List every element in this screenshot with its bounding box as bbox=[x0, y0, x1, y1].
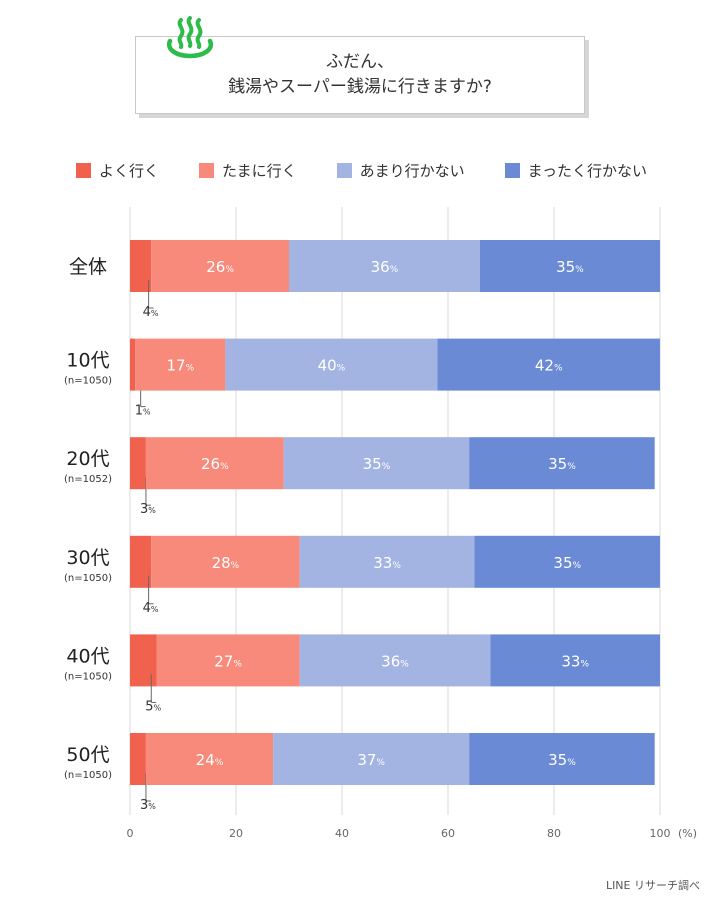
data-label: 27% bbox=[214, 652, 242, 670]
category-label: 40代 bbox=[66, 645, 109, 667]
x-tick-label: 0 bbox=[127, 827, 134, 840]
data-label: 3% bbox=[140, 798, 156, 813]
bar-segment bbox=[273, 733, 470, 785]
bar-segment bbox=[130, 240, 152, 292]
x-tick-label: 80 bbox=[547, 827, 561, 840]
legend-swatch-mattaku bbox=[504, 162, 520, 178]
data-label: 28% bbox=[212, 554, 240, 572]
bar-segment bbox=[289, 240, 480, 292]
category-sample-size: (n=1050) bbox=[64, 770, 112, 781]
legend-item-mattaku: まったく行かない bbox=[504, 160, 647, 181]
data-label: 5% bbox=[145, 699, 161, 714]
data-label: 35% bbox=[553, 554, 581, 572]
x-axis-unit-label: (%) bbox=[678, 827, 697, 840]
data-label: 17% bbox=[167, 357, 195, 375]
data-label: 42% bbox=[535, 357, 563, 375]
legend-swatch-amari bbox=[336, 162, 352, 178]
x-tick-label: 60 bbox=[441, 827, 455, 840]
data-label: 36% bbox=[371, 258, 399, 276]
bar-segment bbox=[479, 240, 660, 292]
bar-segment bbox=[469, 733, 655, 785]
bar-segment bbox=[283, 437, 470, 490]
legend-item-yoku: よく行く bbox=[76, 160, 159, 181]
data-label: 35% bbox=[363, 455, 391, 473]
data-label: 35% bbox=[548, 751, 576, 769]
data-label: 3% bbox=[140, 502, 156, 517]
bar-segment bbox=[145, 437, 284, 490]
bar-segment bbox=[130, 733, 146, 785]
data-label: 37% bbox=[357, 751, 385, 769]
legend-item-tamani: たまに行く bbox=[199, 160, 297, 181]
data-label: 1% bbox=[135, 404, 151, 419]
bar-segment bbox=[130, 535, 152, 588]
data-label: 33% bbox=[561, 652, 589, 670]
legend-label-mattaku: まったく行かない bbox=[527, 161, 647, 180]
x-tick-label: 100 bbox=[650, 827, 671, 840]
category-label: 30代 bbox=[66, 547, 109, 569]
legend-label-amari: あまり行かない bbox=[359, 161, 465, 180]
data-label: 4% bbox=[143, 305, 159, 320]
bar-segment bbox=[156, 634, 300, 687]
bar-segment bbox=[474, 535, 660, 588]
bar-segment bbox=[469, 437, 655, 490]
data-label: 40% bbox=[318, 357, 346, 375]
bar-segment bbox=[130, 437, 146, 490]
legend: よく行く たまに行く あまり行かない まったく行かない bbox=[76, 158, 676, 182]
data-label: 35% bbox=[548, 455, 576, 473]
hot-spring-icon bbox=[166, 16, 214, 59]
bar-segment bbox=[490, 634, 660, 687]
data-label: 26% bbox=[206, 258, 234, 276]
x-tick-label: 40 bbox=[335, 827, 349, 840]
bar-segment bbox=[135, 338, 226, 391]
legend-swatch-tamani bbox=[199, 162, 215, 178]
bar-segment bbox=[225, 338, 438, 391]
bar-segment bbox=[437, 338, 660, 391]
legend-swatch-yoku bbox=[76, 162, 91, 178]
category-sample-size: (n=1050) bbox=[64, 376, 112, 387]
bar-segment bbox=[151, 240, 289, 292]
data-label: 36% bbox=[381, 652, 409, 670]
bar-segment bbox=[299, 634, 491, 687]
category-label: 10代 bbox=[66, 350, 109, 372]
bar-segment bbox=[130, 338, 136, 391]
bar-segment bbox=[130, 634, 157, 687]
data-label: 24% bbox=[196, 751, 224, 769]
title-line-1: ふだん、 bbox=[326, 52, 394, 72]
data-label: 26% bbox=[201, 455, 229, 473]
bar-segment bbox=[151, 535, 300, 588]
category-label: 全体 bbox=[69, 256, 107, 278]
legend-label-tamani: たまに行く bbox=[222, 161, 297, 180]
data-label: 33% bbox=[373, 554, 401, 572]
category-sample-size: (n=1050) bbox=[64, 671, 112, 682]
data-label: 4% bbox=[143, 601, 159, 616]
category-label: 20代 bbox=[66, 448, 109, 470]
bar-segment bbox=[299, 535, 475, 588]
legend-item-amari: あまり行かない bbox=[336, 160, 465, 181]
bar-segment bbox=[145, 733, 274, 785]
data-label: 35% bbox=[556, 258, 584, 276]
x-tick-label: 20 bbox=[229, 827, 243, 840]
category-sample-size: (n=1050) bbox=[64, 573, 112, 584]
title-line-2: 銭湯やスーパー銭湯に行きますか? bbox=[228, 77, 492, 97]
legend-label-yoku: よく行く bbox=[99, 161, 160, 180]
source-note: LINE リサーチ調べ bbox=[605, 879, 700, 892]
category-label: 50代 bbox=[66, 744, 109, 766]
category-sample-size: (n=1052) bbox=[64, 474, 112, 485]
